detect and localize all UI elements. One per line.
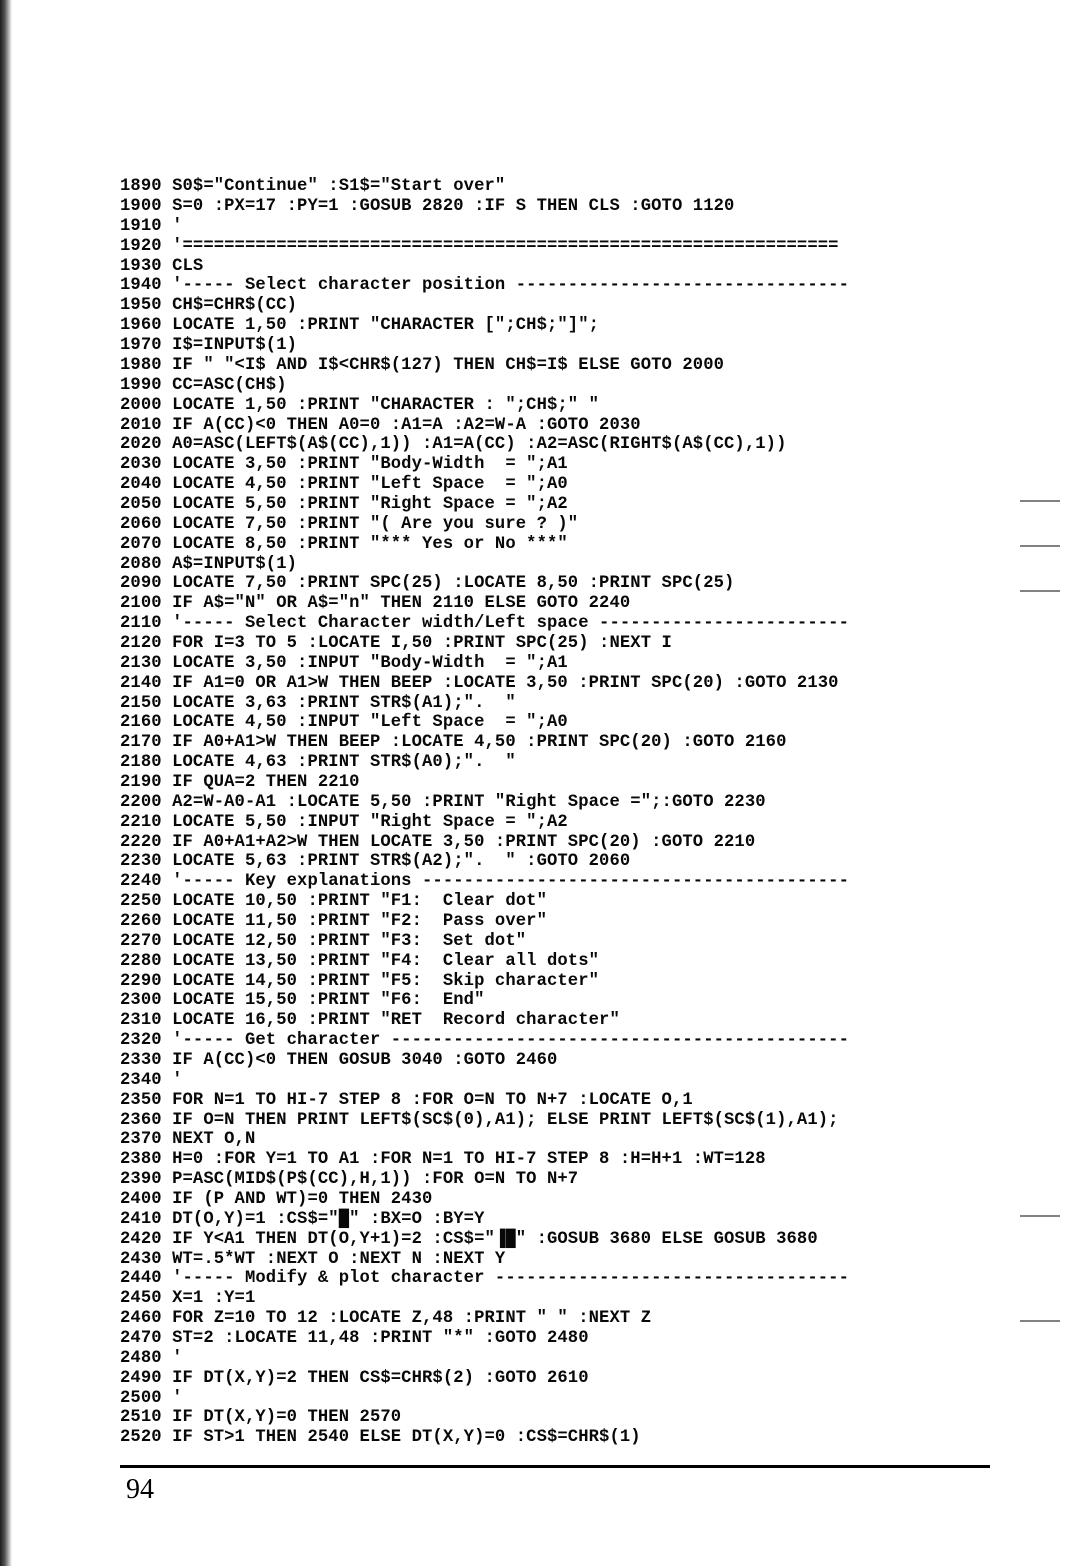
page-number: 94 bbox=[120, 1474, 990, 1506]
scan-mark bbox=[1020, 1215, 1060, 1217]
scan-mark bbox=[1020, 590, 1060, 592]
footer-divider bbox=[120, 1465, 990, 1468]
scan-left-shadow bbox=[0, 0, 12, 1566]
scan-mark bbox=[1020, 1320, 1060, 1322]
basic-code-listing: 1890 S0$="Continue" :S1$="Start over" 19… bbox=[120, 177, 990, 1448]
scanned-page: 1890 S0$="Continue" :S1$="Start over" 19… bbox=[0, 0, 1080, 1566]
scan-mark bbox=[1020, 500, 1060, 502]
scan-mark bbox=[1020, 545, 1060, 547]
